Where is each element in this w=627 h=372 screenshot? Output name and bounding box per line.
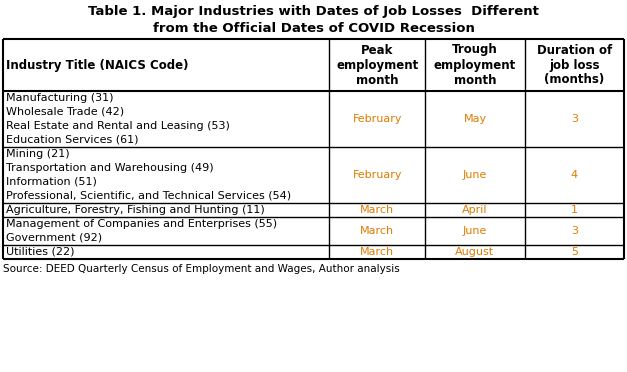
Text: 1: 1 bbox=[571, 205, 578, 215]
Text: August: August bbox=[455, 247, 495, 257]
Text: April: April bbox=[462, 205, 488, 215]
Text: Manufacturing (31): Manufacturing (31) bbox=[6, 93, 113, 103]
Text: June: June bbox=[463, 170, 487, 180]
Text: Utilities (22): Utilities (22) bbox=[6, 247, 75, 257]
Text: 4: 4 bbox=[571, 170, 578, 180]
Text: Duration of
job loss
(months): Duration of job loss (months) bbox=[537, 44, 612, 87]
Text: Transportation and Warehousing (49): Transportation and Warehousing (49) bbox=[6, 163, 214, 173]
Text: March: March bbox=[360, 226, 394, 236]
Text: 5: 5 bbox=[571, 247, 578, 257]
Text: June: June bbox=[463, 226, 487, 236]
Text: March: March bbox=[360, 247, 394, 257]
Text: Industry Title (NAICS Code): Industry Title (NAICS Code) bbox=[6, 58, 189, 71]
Text: Government (92): Government (92) bbox=[6, 233, 102, 243]
Text: Information (51): Information (51) bbox=[6, 177, 97, 187]
Text: Agriculture, Forestry, Fishing and Hunting (11): Agriculture, Forestry, Fishing and Hunti… bbox=[6, 205, 265, 215]
Text: Real Estate and Rental and Leasing (53): Real Estate and Rental and Leasing (53) bbox=[6, 121, 230, 131]
Text: Trough
employment
month: Trough employment month bbox=[434, 44, 516, 87]
Text: Professional, Scientific, and Technical Services (54): Professional, Scientific, and Technical … bbox=[6, 191, 291, 201]
Text: Peak
employment
month: Peak employment month bbox=[336, 44, 418, 87]
Text: Education Services (61): Education Services (61) bbox=[6, 135, 139, 145]
Text: 3: 3 bbox=[571, 114, 578, 124]
Text: Wholesale Trade (42): Wholesale Trade (42) bbox=[6, 107, 124, 117]
Text: February: February bbox=[352, 114, 402, 124]
Text: Source: DEED Quarterly Census of Employment and Wages, Author analysis: Source: DEED Quarterly Census of Employm… bbox=[3, 264, 400, 274]
Text: Table 1. Major Industries with Dates of Job Losses  Different
from the Official : Table 1. Major Industries with Dates of … bbox=[88, 6, 539, 35]
Text: Mining (21): Mining (21) bbox=[6, 149, 70, 159]
Text: 3: 3 bbox=[571, 226, 578, 236]
Text: February: February bbox=[352, 170, 402, 180]
Text: May: May bbox=[463, 114, 487, 124]
Text: March: March bbox=[360, 205, 394, 215]
Text: Management of Companies and Enterprises (55): Management of Companies and Enterprises … bbox=[6, 219, 277, 229]
